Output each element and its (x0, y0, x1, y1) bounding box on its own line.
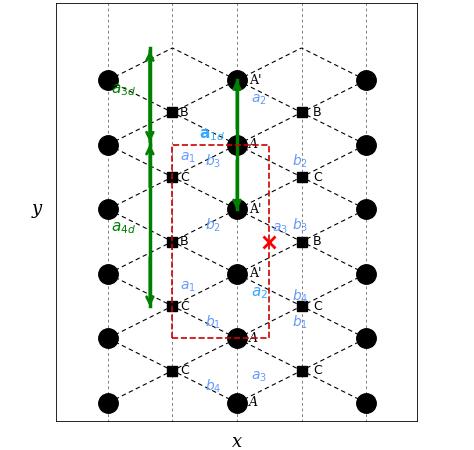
Text: y: y (32, 200, 42, 218)
Text: $a_{3d}$: $a_{3d}$ (111, 82, 136, 98)
Text: C: C (313, 364, 322, 377)
Text: A': A' (249, 267, 261, 280)
Text: $a_3$: $a_3$ (273, 221, 288, 236)
Text: $a_2$: $a_2$ (251, 285, 268, 301)
Text: C: C (313, 300, 322, 313)
Text: $b_4$: $b_4$ (205, 378, 221, 396)
Text: B: B (313, 106, 322, 119)
Text: $a_2$: $a_2$ (251, 92, 267, 107)
Text: x: x (232, 432, 242, 450)
Text: B: B (313, 235, 322, 248)
Text: $a_1$: $a_1$ (180, 150, 196, 165)
Text: $a_1$: $a_1$ (180, 279, 196, 294)
Text: A: A (249, 138, 257, 151)
Text: $b_1$: $b_1$ (205, 314, 221, 331)
Bar (173, 145, 269, 338)
Text: $b_3$: $b_3$ (292, 217, 308, 234)
Text: $b_3$: $b_3$ (205, 152, 221, 170)
Text: C: C (180, 171, 189, 184)
Text: $a_3$: $a_3$ (251, 370, 267, 384)
Text: $b_2$: $b_2$ (205, 217, 221, 234)
Text: B: B (180, 106, 189, 119)
Text: $b_4$: $b_4$ (292, 288, 308, 305)
Text: A': A' (249, 203, 261, 216)
Text: A': A' (249, 74, 261, 87)
Text: C: C (313, 171, 322, 184)
Text: A: A (249, 396, 257, 410)
Text: C: C (180, 364, 189, 377)
Text: $a_{4d}$: $a_{4d}$ (111, 221, 136, 237)
Text: $b_1$: $b_1$ (292, 314, 308, 331)
Text: A: A (249, 332, 257, 345)
Text: $b_2$: $b_2$ (292, 152, 308, 170)
Text: C: C (180, 300, 189, 313)
Text: $\mathbf{a}_{1d}$: $\mathbf{a}_{1d}$ (200, 127, 226, 143)
Text: B: B (180, 235, 189, 248)
